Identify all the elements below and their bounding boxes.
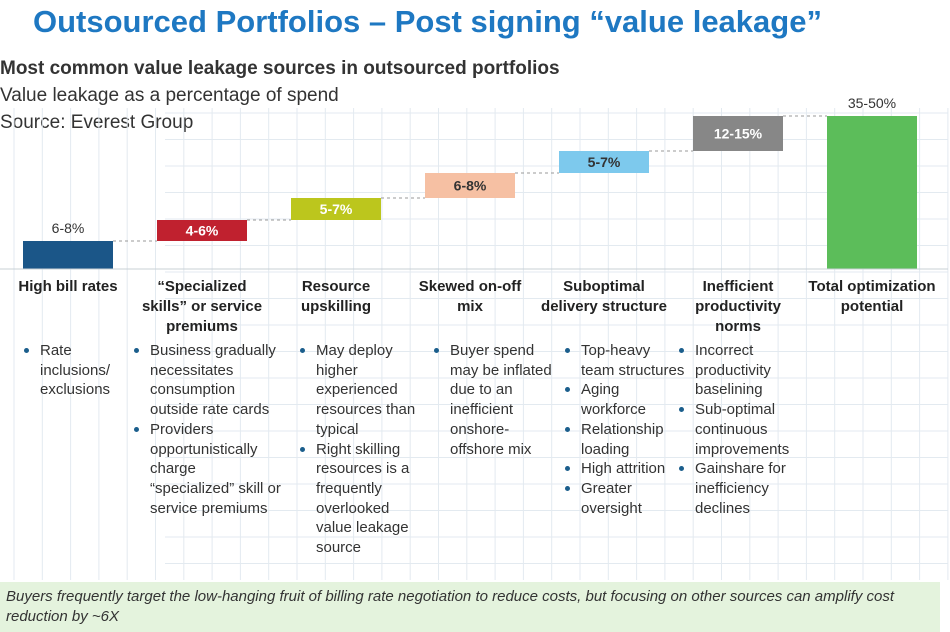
bullet-item: Gainshare for inefficiency declines: [677, 459, 801, 518]
bar: [291, 198, 381, 220]
page-title: Outsourced Portfolios – Post signing “va…: [33, 4, 822, 39]
footnote: Buyers frequently target the low-hanging…: [0, 582, 940, 632]
data-label: 5-7%: [320, 201, 353, 217]
bullet-item: Buyer spend may be inflated due to an in…: [432, 341, 556, 459]
bullet-item: Rate inclusions/ exclusions: [22, 341, 127, 400]
bullet-item: Providers opportunistically charge “spec…: [132, 420, 284, 519]
bar: [693, 116, 783, 151]
bullet-item: Business gradually necessitates consumpt…: [132, 341, 284, 420]
unit-line: Value leakage as a percentage of spend: [0, 85, 339, 106]
data-label: 6-8%: [52, 220, 85, 236]
category-label: Resource upskilling: [300, 278, 371, 315]
data-label: 35-50%: [848, 95, 896, 111]
bullet-item: Incorrect productivity baselining: [677, 341, 801, 400]
bar: [23, 241, 113, 269]
bullet-list: Business gradually necessitates consumpt…: [132, 341, 284, 518]
bar: [157, 220, 247, 241]
bar: [559, 151, 649, 173]
bullet-list: Buyer spend may be inflated due to an in…: [432, 341, 556, 459]
bullet-item: Aging workforce: [563, 380, 687, 419]
gridlines: [13, 108, 949, 580]
source-line: Source: Everest Group: [0, 112, 194, 133]
category-label: “Specialized skills” or service premiums: [141, 278, 263, 335]
category-label: High bill rates: [18, 278, 118, 295]
chart-subtitle: Most common value leakage sources in out…: [0, 58, 560, 79]
bullet-item: Sub-optimal continuous improvements: [677, 400, 801, 459]
bullet-item: Right skilling resources is a frequently…: [298, 440, 422, 558]
data-label: 6-8%: [454, 178, 487, 194]
bullet-item: May deploy higher experienced resources …: [298, 341, 422, 440]
bullet-list: Rate inclusions/ exclusions: [22, 341, 127, 400]
bullet-item: Relationship loading: [563, 420, 687, 459]
bullet-list: Top-heavy team structures Aging workforce…: [563, 341, 687, 518]
data-label: 12-15%: [714, 126, 763, 142]
category-label: Total optimization potential: [808, 278, 936, 315]
bar: [425, 173, 515, 198]
bullet-item: High attrition: [563, 459, 687, 479]
bullet-item: Top-heavy team structures: [563, 341, 687, 380]
category-label: Skewed on-off mix: [418, 278, 522, 315]
data-label: 5-7%: [588, 154, 621, 170]
category-label: Inefficient productivity norms: [695, 278, 781, 335]
bullet-item: Greater oversight: [563, 479, 687, 518]
bullet-list: May deploy higher experienced resources …: [298, 341, 422, 558]
bullet-list: Incorrect productivity baselining Sub-opt…: [677, 341, 801, 518]
data-label: 4-6%: [186, 223, 219, 239]
bar: [827, 116, 917, 269]
category-label: Suboptimal delivery structure: [541, 278, 667, 315]
